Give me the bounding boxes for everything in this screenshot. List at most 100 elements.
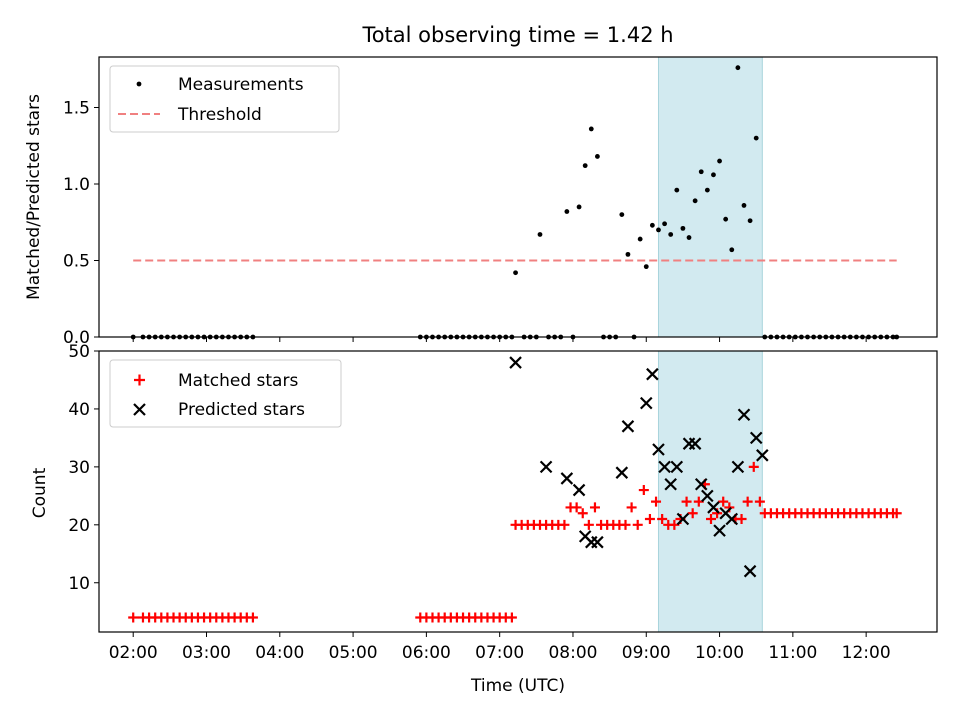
measurement-point xyxy=(692,198,698,204)
x-axis-label: Time (UTC) xyxy=(470,676,565,696)
bottom-y-ticks: 10 20 30 40 50 xyxy=(68,342,99,594)
matched-star-point xyxy=(626,502,637,513)
measurement-point xyxy=(649,222,655,228)
legend-label-matched: Matched stars xyxy=(178,371,298,391)
measurement-point xyxy=(698,169,704,175)
matched-star-point xyxy=(736,514,747,525)
measurement-point xyxy=(537,232,543,237)
measurement-point xyxy=(741,203,747,208)
x-tick-label: 12:00 xyxy=(842,643,891,663)
y-tick-label: 0.0 xyxy=(63,328,90,348)
predicted-star-point xyxy=(639,396,653,410)
measurement-point xyxy=(588,126,594,132)
measurement-point xyxy=(513,270,518,276)
top-legend: Measurements Threshold xyxy=(109,65,340,133)
matched-stars-series xyxy=(128,461,902,623)
predicted-star-point xyxy=(560,472,574,485)
matched-star-point xyxy=(657,514,668,525)
predicted-star-point xyxy=(707,501,720,514)
measurement-point xyxy=(723,216,729,222)
predicted-star-point xyxy=(658,460,671,474)
measurement-point xyxy=(595,154,600,159)
top-x-ticks xyxy=(132,337,867,342)
matched-star-point xyxy=(506,612,517,623)
predicted-star-point xyxy=(664,477,677,491)
measurement-point xyxy=(704,187,710,193)
y-tick-label: 40 xyxy=(68,400,90,420)
x-tick-label: 06:00 xyxy=(402,643,451,663)
predicted-star-point xyxy=(509,356,522,369)
measurement-point xyxy=(576,204,582,210)
measurement-point xyxy=(729,247,735,253)
matched-star-point xyxy=(559,519,570,530)
predicted-star-point xyxy=(670,460,684,474)
matched-star-point xyxy=(620,519,631,530)
matched-star-point xyxy=(669,519,680,530)
predicted-star-point xyxy=(572,483,586,497)
measurement-point xyxy=(680,225,686,231)
x-tick-label: 02:00 xyxy=(109,643,158,663)
matched-star-point xyxy=(128,612,139,623)
measurement-point xyxy=(686,235,692,240)
matched-star-point xyxy=(638,485,649,496)
matched-star-point xyxy=(687,508,698,519)
y-tick-label: 20 xyxy=(68,516,90,536)
predicted-star-point xyxy=(737,408,751,422)
predicted-stars-series xyxy=(509,356,769,578)
matched-star-point xyxy=(632,519,643,530)
matched-star-point xyxy=(891,508,902,519)
y-tick-label: 1.5 xyxy=(63,98,90,118)
measurement-point xyxy=(625,251,631,257)
matched-star-point xyxy=(718,496,729,507)
legend-label-measurements: Measurements xyxy=(178,75,304,95)
x-tick-label: 03:00 xyxy=(182,643,231,663)
measurement-point xyxy=(674,187,680,193)
matched-star-point xyxy=(247,612,258,623)
measurement-point xyxy=(662,221,667,227)
matched-star-point xyxy=(754,496,765,507)
matched-star-point xyxy=(748,461,759,472)
bottom-legend: Matched stars Predicted stars xyxy=(109,359,342,428)
matched-star-point xyxy=(577,508,588,519)
top-axes-frame xyxy=(98,56,938,338)
predicted-star-point xyxy=(731,460,745,474)
matched-star-point xyxy=(651,496,662,507)
bottom-axes-frame xyxy=(98,350,938,633)
predicted-star-point xyxy=(646,367,659,381)
legend-marker-measurements xyxy=(136,81,142,87)
y-tick-label: 0.5 xyxy=(63,251,90,271)
predicted-star-point xyxy=(694,477,708,491)
x-tick-label: 04:00 xyxy=(255,643,304,663)
measurement-point xyxy=(735,65,741,71)
x-tick-label: 10:00 xyxy=(695,643,744,663)
matched-star-point xyxy=(693,496,704,507)
predicted-star-point xyxy=(615,466,629,479)
matched-star-point xyxy=(742,496,753,507)
x-tick-label: 07:00 xyxy=(475,643,524,663)
measurement-point xyxy=(668,232,674,237)
top-y-ticks: 0.0 0.5 1.0 1.5 xyxy=(63,98,99,348)
predicted-star-point xyxy=(713,524,726,537)
chart-title: Total observing time = 1.42 h xyxy=(361,23,673,47)
measurement-point xyxy=(643,264,649,270)
measurement-point xyxy=(637,236,643,242)
x-tick-label: 11:00 xyxy=(768,643,817,663)
measurement-point xyxy=(656,227,661,233)
x-tick-label: 08:00 xyxy=(548,643,597,663)
x-tick-label: 09:00 xyxy=(622,643,671,663)
measurement-point xyxy=(717,158,722,164)
y-tick-label: 10 xyxy=(68,574,90,594)
legend-label-threshold: Threshold xyxy=(177,105,262,125)
highlight-band xyxy=(657,56,763,338)
matched-star-point xyxy=(706,514,717,525)
matched-star-point xyxy=(583,519,594,530)
legend-marker-predicted xyxy=(133,403,146,416)
x-tick-label: 05:00 xyxy=(329,643,378,663)
predicted-star-point xyxy=(539,460,553,474)
legend-marker-matched xyxy=(134,374,145,386)
matched-star-point xyxy=(644,514,655,525)
legend-label-predicted: Predicted stars xyxy=(178,400,305,420)
predicted-star-point xyxy=(749,431,763,445)
bottom-x-ticks: 02:00 03:00 04:00 05:00 06:00 07:00 08:00 09:00… xyxy=(109,632,891,663)
